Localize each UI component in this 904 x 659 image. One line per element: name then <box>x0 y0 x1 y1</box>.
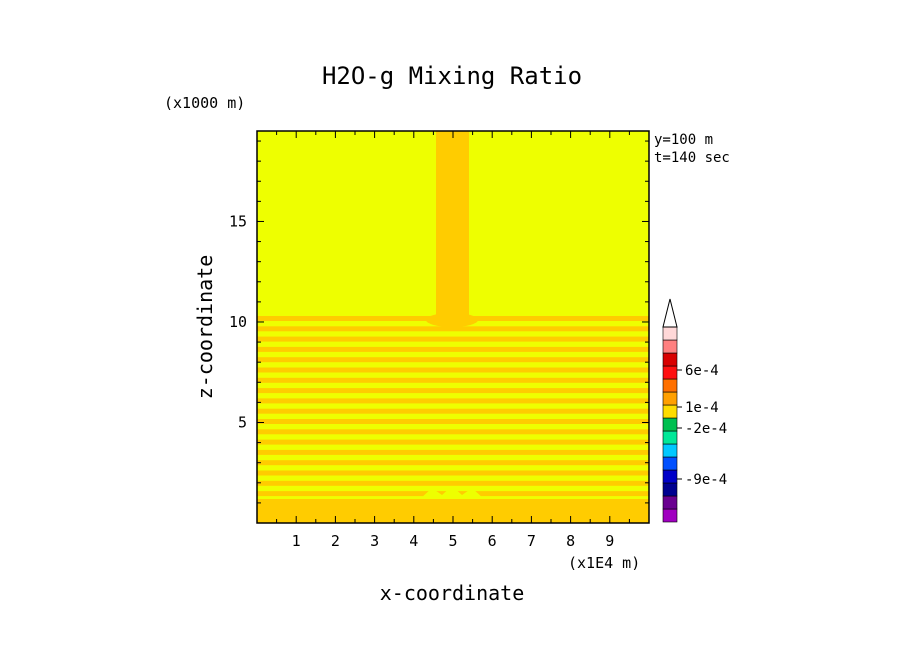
colorbar-swatch <box>662 482 678 497</box>
colorbar-swatch <box>662 417 678 432</box>
tick-marks <box>257 131 649 523</box>
y-axis-label: z-coordinate <box>193 255 217 400</box>
stripe-band <box>257 388 649 394</box>
colorbar-swatch <box>662 326 678 341</box>
x-tick-label: 2 <box>331 532 340 550</box>
y-tick-labels: 5 10 15 <box>229 212 247 431</box>
colorbar <box>662 298 678 523</box>
colorbar-swatch <box>662 430 678 445</box>
plot-area <box>256 130 650 524</box>
x-tick-label: 7 <box>527 532 536 550</box>
stripe-band <box>257 336 649 342</box>
colorbar-swatch <box>662 352 678 367</box>
colorbar-swatch <box>662 378 678 393</box>
x-tick-label: 6 <box>488 532 497 550</box>
colorbar-swatch <box>662 443 678 458</box>
colorbar-label: -9e-4 <box>685 472 727 488</box>
colorbar-label: 6e-4 <box>685 363 719 379</box>
annotation-y: y=100 m <box>654 132 713 148</box>
x-tick-label: 8 <box>566 532 575 550</box>
y-scale-label: (x1000 m) <box>164 94 245 112</box>
chart-title: H2O-g Mixing Ratio <box>322 62 582 90</box>
y-tick-label: 15 <box>229 212 247 230</box>
colorbar-extend-arrow <box>662 298 678 328</box>
x-tick-label: 4 <box>409 532 418 550</box>
stripe-band <box>257 346 649 352</box>
x-axis-label: x-coordinate <box>380 581 525 605</box>
stripe-band <box>257 470 649 476</box>
stripe-band <box>257 449 649 455</box>
colorbar-swatch <box>662 456 678 471</box>
stripe-band <box>257 419 649 424</box>
x-tick-labels: 1 2 3 4 5 6 7 8 9 <box>292 532 615 550</box>
colorbar-swatch <box>662 508 678 523</box>
colorbar-swatch <box>662 404 678 419</box>
stripe-band <box>257 480 649 486</box>
colorbar-swatch <box>662 391 678 406</box>
stripe-band <box>257 357 649 363</box>
annotation-t: t=140 sec <box>654 150 730 166</box>
x-tick-label: 1 <box>292 532 301 550</box>
stripe-band <box>257 326 649 332</box>
updraft-column <box>436 131 469 316</box>
colorbar-swatch <box>662 339 678 354</box>
x-tick-label: 3 <box>370 532 379 550</box>
colorbar-swatch <box>662 495 678 510</box>
stripe-band <box>257 408 649 414</box>
stripe-band <box>257 460 649 466</box>
colorbar-labels: 6e-4 1e-4 -2e-4 -9e-4 <box>677 363 727 488</box>
column-base <box>426 313 478 327</box>
colorbar-swatch <box>662 365 678 380</box>
stripe-band <box>257 367 649 373</box>
x-tick-label: 5 <box>448 532 457 550</box>
y-tick-label: 10 <box>229 313 247 331</box>
stripe-band <box>257 429 649 435</box>
x-tick-label: 9 <box>605 532 614 550</box>
stripe-band <box>257 439 649 445</box>
y-tick-label: 5 <box>238 413 247 431</box>
stripe-band <box>257 398 649 404</box>
x-scale-label: (x1E4 m) <box>568 554 640 572</box>
surface-perturbation <box>420 486 484 499</box>
colorbar-label: -2e-4 <box>685 421 727 437</box>
stripe-band <box>257 377 649 383</box>
colorbar-label: 1e-4 <box>685 400 719 416</box>
colorbar-swatch <box>662 469 678 484</box>
